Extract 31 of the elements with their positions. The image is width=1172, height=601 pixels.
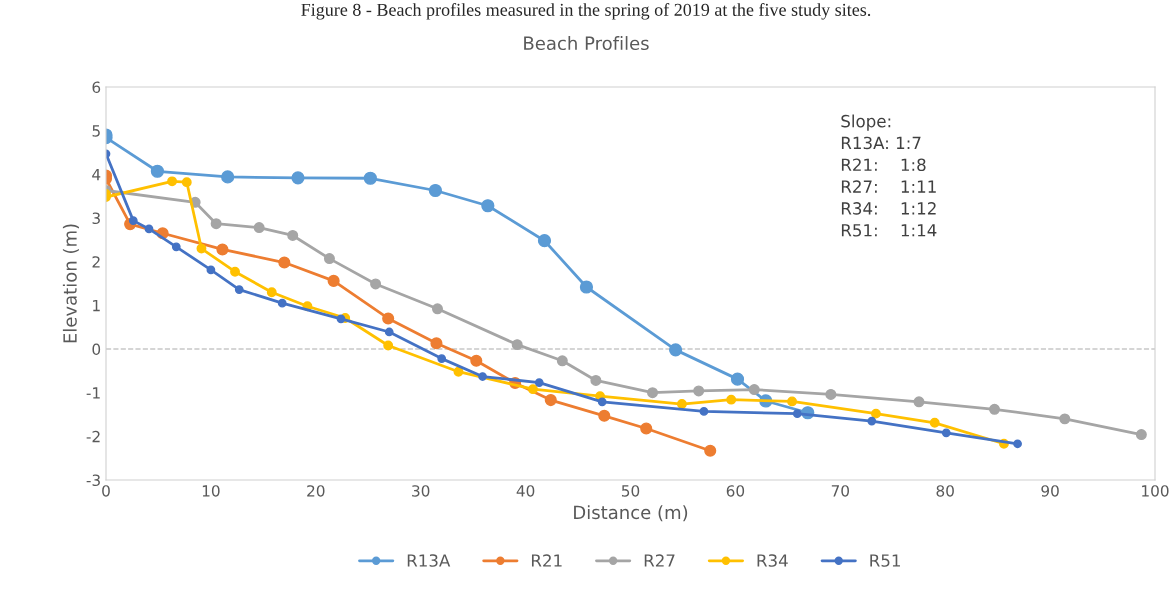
y-tick-label: -3 bbox=[86, 474, 100, 487]
legend-label: R51 bbox=[870, 554, 900, 567]
legend-label: R34 bbox=[757, 554, 788, 567]
x-tick-label: 100 bbox=[1142, 485, 1169, 497]
y-tick-label: 1 bbox=[93, 300, 100, 312]
x-tick-label: 20 bbox=[307, 485, 325, 497]
y-tick-label: 6 bbox=[92, 81, 101, 94]
y-tick-label: 0 bbox=[92, 343, 101, 356]
x-tick-label: 30 bbox=[412, 485, 430, 497]
annotation: Slope: R13A: 1:7 R21: 1:8 R27: 1:11 R34: 1:12 R51: 1:14 bbox=[841, 114, 937, 237]
y-tick-label: 5 bbox=[92, 125, 100, 137]
x-tick-label: 90 bbox=[1041, 485, 1059, 497]
x-tick-label: 0 bbox=[102, 485, 110, 497]
x-tick-label: 40 bbox=[516, 485, 535, 497]
x-tick-label: 10 bbox=[202, 485, 220, 497]
legend-label: R27 bbox=[644, 554, 675, 567]
legend-label: R13A bbox=[407, 554, 451, 567]
y-tick-label: 3 bbox=[92, 212, 100, 225]
x-tick-label: 50 bbox=[621, 485, 640, 497]
chart-subtitle: Beach Profiles bbox=[524, 36, 649, 51]
y-tick-label: -2 bbox=[86, 430, 100, 443]
x-tick-label: 60 bbox=[726, 485, 745, 497]
x-tick-label: 70 bbox=[831, 485, 850, 497]
chart-title: Figure 8 - Beach profiles measured in the spring of 2019 at the five study sites. bbox=[301, 3, 871, 20]
x-axis-title: Distance (m) bbox=[574, 505, 688, 522]
legend-label: R21 bbox=[531, 554, 562, 567]
y-tick-label: 2 bbox=[92, 256, 100, 268]
y-tick-label: 4 bbox=[92, 169, 101, 181]
x-tick-label: 80 bbox=[936, 485, 954, 497]
y-axis-title: Elevation (m) bbox=[62, 224, 79, 343]
y-tick-label: -1 bbox=[86, 387, 100, 399]
